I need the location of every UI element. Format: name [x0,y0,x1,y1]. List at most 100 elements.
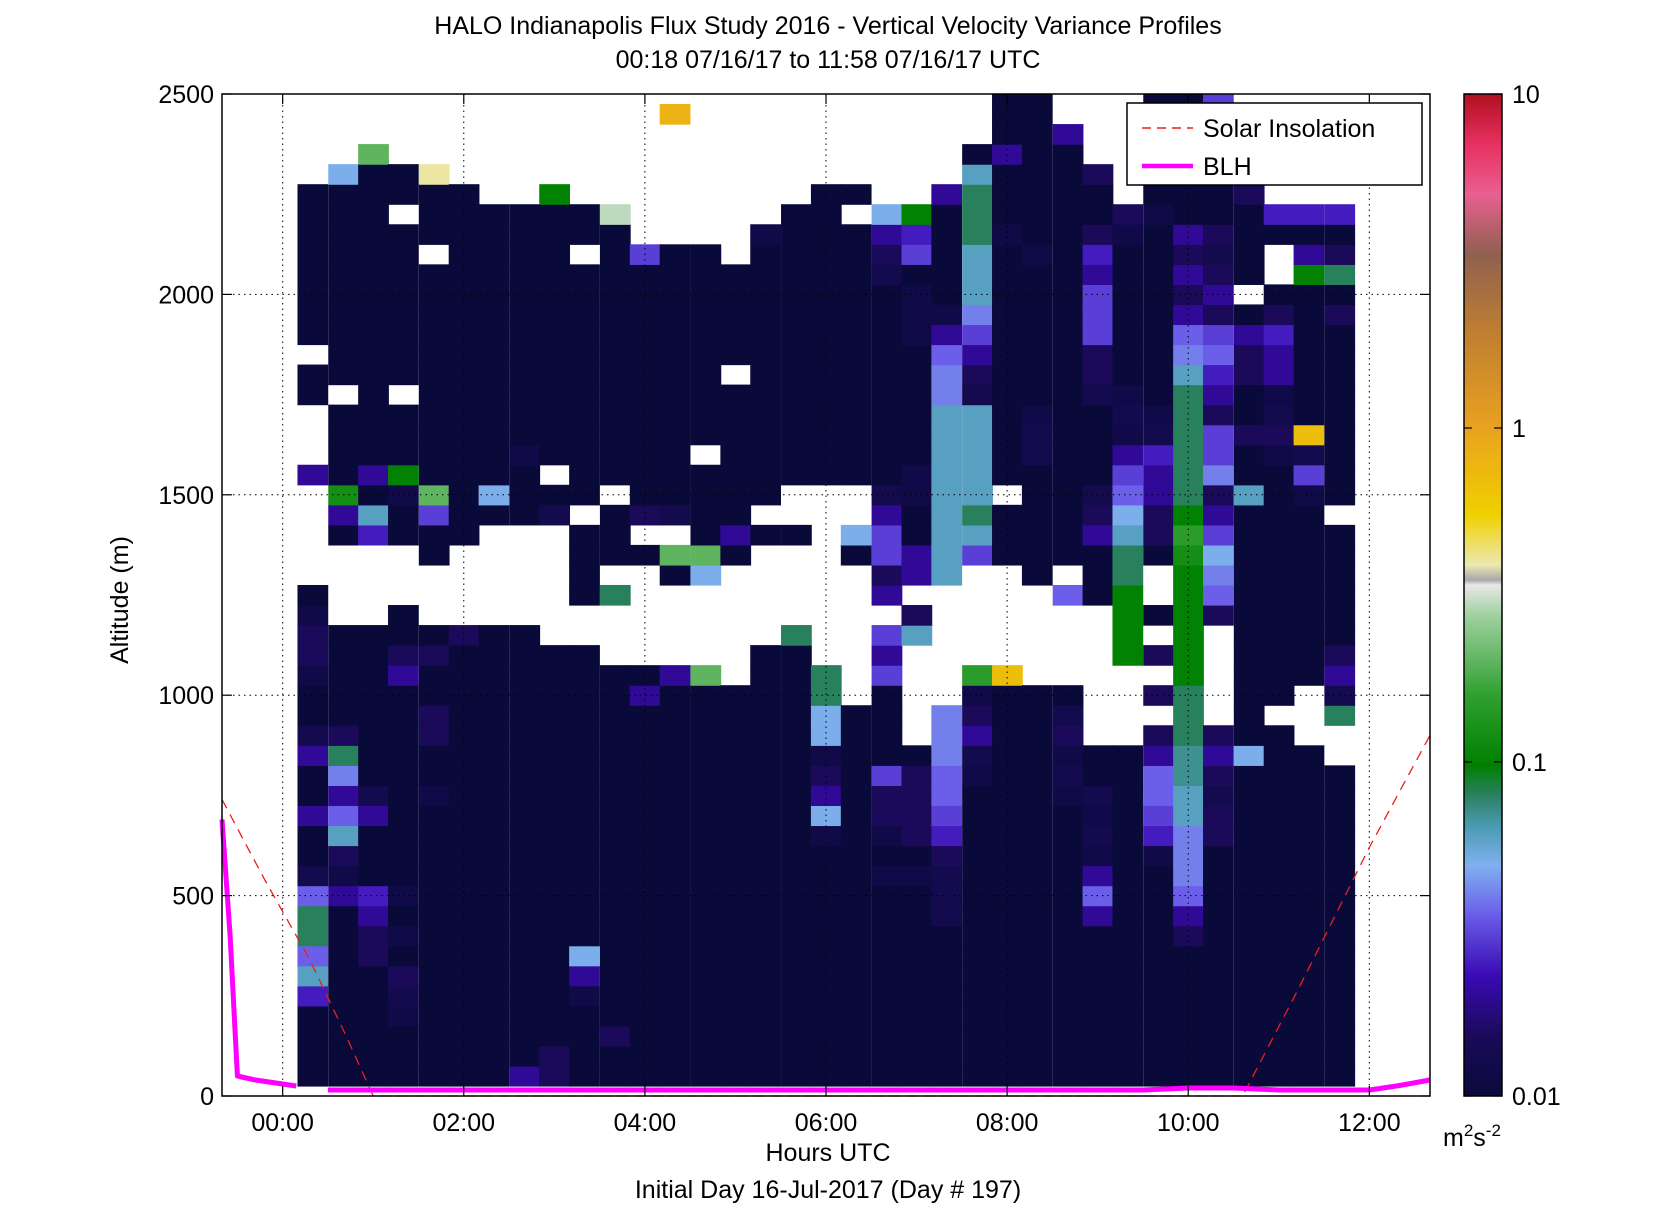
heatmap-cell [297,224,329,245]
heatmap-cell [810,324,842,346]
heatmap-cell [1293,785,1325,807]
heatmap-cell [1263,384,1295,406]
heatmap-cell [1233,805,1265,827]
heatmap-cell [1203,184,1234,205]
heatmap-cell [418,224,450,245]
heatmap-cell [781,745,812,766]
heatmap-cell [659,845,691,867]
heatmap-cell [1052,184,1084,205]
heatmap-cell [720,384,752,406]
heatmap-cell [478,765,510,786]
heatmap-cell [328,204,360,225]
heatmap-cell [1021,94,1053,105]
heatmap-cell [781,1045,812,1067]
heatmap-cell [871,304,903,326]
heatmap-cell [1052,544,1084,566]
heatmap-cell [599,304,631,326]
heatmap-cell [1021,544,1053,566]
heatmap-cell [569,785,600,807]
heatmap-cell [1112,304,1144,326]
heatmap-cell [962,925,993,947]
heatmap-cell [750,705,781,726]
heatmap-cell [1324,564,1356,586]
heatmap-cell [720,785,752,807]
heatmap-cell [1052,124,1084,145]
heatmap-cell [297,1005,329,1027]
heatmap-cell [720,865,752,887]
heatmap-cell [962,705,993,726]
heatmap-cell [781,424,812,446]
heatmap-cell [629,945,661,967]
heatmap-cell [1052,584,1084,606]
heatmap-cell [659,284,691,306]
heatmap-cell [871,324,903,346]
heatmap-cell [418,424,450,446]
colorbar-unit-exp1: 2 [1464,1121,1473,1140]
heatmap-cell [1082,184,1114,205]
heatmap-cell [599,324,631,346]
heatmap-cell [418,484,450,506]
heatmap-cell [690,544,722,566]
heatmap-cell [478,925,510,947]
heatmap-cell [448,765,480,786]
heatmap-cell [388,184,419,205]
heatmap-cell [1173,605,1204,626]
heatmap-cell [599,204,631,225]
heatmap-cell [659,104,691,125]
heatmap-cell [720,845,752,867]
heatmap-cell [901,765,933,786]
heatmap-cell [388,825,419,847]
heatmap-cell [1052,745,1084,766]
heatmap-cell [599,825,631,847]
heatmap-cell [1233,544,1265,566]
heatmap-cell [1173,665,1204,686]
heatmap-cell [1052,464,1084,486]
heatmap-cell [1021,444,1053,466]
heatmap-cell [962,424,993,446]
heatmap-cell [720,925,752,947]
heatmap-cell [1143,925,1175,947]
heatmap-cell [810,464,842,486]
heatmap-cell [1173,1005,1204,1027]
heatmap-cell [418,544,450,566]
heatmap-cell [992,825,1023,847]
heatmap-cell [781,324,812,346]
heatmap-cell [1293,745,1325,766]
heatmap-cell [358,905,389,927]
heatmap-cell [1324,925,1356,947]
heatmap-cell [810,885,842,907]
heatmap-cell [720,344,752,366]
heatmap-cell [328,665,360,686]
heatmap-cell [297,725,329,746]
heatmap-cell [539,725,571,746]
heatmap-cell [1082,504,1114,526]
heatmap-cell [478,444,510,466]
heatmap-cell [840,705,872,726]
heatmap-cell [1203,785,1234,807]
heatmap-cell [509,665,541,686]
heatmap-cell [569,284,600,306]
heatmap-cell [539,184,571,205]
heatmap-cell [962,444,993,466]
heatmap-cell [1082,845,1114,867]
heatmap-cell [569,885,600,907]
heatmap-cell [962,224,993,245]
heatmap-cell [1324,785,1356,807]
heatmap-cell [539,344,571,366]
heatmap-cell [1293,845,1325,867]
heatmap-cell [931,1025,963,1047]
heatmap-cell [781,725,812,746]
heatmap-cell [1082,204,1114,225]
heatmap-cell [478,324,510,346]
heatmap-cell [539,1065,571,1087]
heatmap-cell [1263,364,1295,386]
heatmap-cell [1263,605,1295,626]
heatmap-cell [690,845,722,867]
heatmap-cell [1293,244,1325,265]
heatmap-cell [962,685,993,706]
heatmap-cell [750,484,781,506]
heatmap-cell [358,384,389,406]
heatmap-cell [1082,745,1114,766]
colorbar-unit-s: s [1473,1124,1486,1152]
heatmap-cell [1082,1065,1114,1087]
